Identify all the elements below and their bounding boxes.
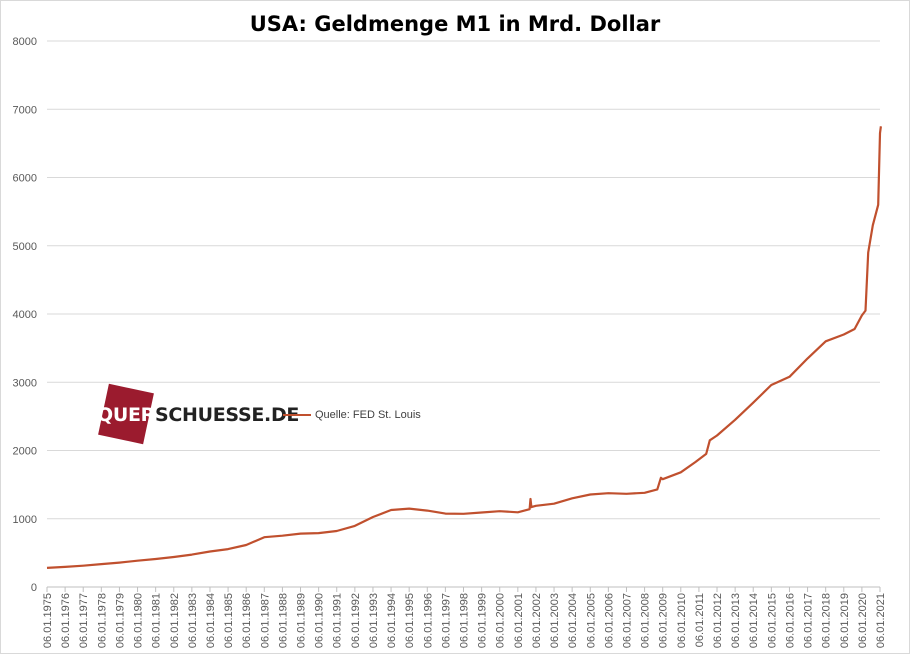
x-tick-label: 06.01.1993 — [368, 593, 380, 648]
x-tick-label: 06.01.2017 — [803, 593, 815, 648]
y-tick-label: 4000 — [13, 309, 37, 321]
x-tick-label: 06.01.1997 — [440, 593, 452, 648]
x-tick-label: 06.01.2016 — [784, 593, 796, 648]
x-tick-label: 06.01.2004 — [567, 593, 579, 648]
x-tick-label: 06.01.2009 — [658, 593, 670, 648]
x-tick-label: 06.01.2003 — [549, 593, 561, 648]
x-tick-label: 06.01.1976 — [60, 593, 72, 648]
x-tick-label: 06.01.1983 — [187, 593, 199, 648]
x-tick-label: 06.01.1985 — [223, 593, 235, 648]
x-tick-label: 06.01.2013 — [730, 593, 742, 648]
x-tick-label: 06.01.2012 — [712, 593, 724, 648]
x-tick-label: 06.01.2015 — [766, 593, 778, 648]
x-tick-label: 06.01.1990 — [314, 593, 326, 648]
y-tick-label: 0 — [31, 582, 37, 594]
y-tick-label: 2000 — [13, 446, 37, 458]
x-tick-label: 06.01.1982 — [169, 593, 181, 648]
x-tick-label: 06.01.1975 — [42, 593, 54, 648]
x-tick-label: 06.01.2000 — [495, 593, 507, 648]
chart-title: USA: Geldmenge M1 in Mrd. Dollar — [249, 12, 661, 36]
x-tick-label: 06.01.2018 — [821, 593, 833, 648]
y-tick-label: 8000 — [13, 36, 37, 48]
x-tick-label: 06.01.1992 — [350, 593, 362, 648]
x-tick-label: 06.01.2014 — [748, 593, 760, 648]
x-tick-label: 06.01.1989 — [296, 593, 308, 648]
x-tick-label: 06.01.2002 — [531, 593, 543, 648]
x-tick-label: 06.01.2001 — [513, 593, 525, 648]
x-tick-label: 06.01.1978 — [96, 593, 108, 648]
y-tick-label: 5000 — [13, 241, 37, 253]
x-tick-label: 06.01.2010 — [676, 593, 688, 648]
x-tick-label: 06.01.2007 — [621, 593, 633, 648]
legend-label: Quelle: FED St. Louis — [315, 409, 421, 421]
legend: Quelle: FED St. Louis — [283, 409, 421, 421]
x-tick-label: 06.01.1979 — [114, 593, 126, 648]
x-tick-label: 06.01.1995 — [404, 593, 416, 648]
x-tick-label: 06.01.1977 — [78, 593, 90, 648]
x-tick-label: 06.01.1998 — [459, 593, 471, 648]
x-tick-label: 06.01.2020 — [857, 593, 869, 648]
y-tick-label: 7000 — [13, 104, 37, 116]
x-tick-label: 06.01.2021 — [875, 593, 887, 648]
x-tick-label: 06.01.1991 — [332, 593, 344, 648]
x-tick-label: 06.01.1999 — [477, 593, 489, 648]
x-tick-label: 06.01.2005 — [585, 593, 597, 648]
y-tick-label: 1000 — [13, 514, 37, 526]
x-tick-label: 06.01.2011 — [694, 593, 706, 647]
y-tick-label: 6000 — [13, 173, 37, 185]
x-tick-label: 06.01.1996 — [422, 593, 434, 648]
x-tick-label: 06.01.1980 — [133, 593, 145, 648]
x-tick-label: 06.01.2008 — [640, 593, 652, 648]
logo-text: QUERSCHUESSE.DE — [97, 404, 300, 426]
x-tick-label: 06.01.1984 — [205, 593, 217, 648]
y-tick-label: 3000 — [13, 377, 37, 389]
x-tick-label: 06.01.1986 — [241, 593, 253, 648]
x-tick-label: 06.01.1988 — [277, 593, 289, 648]
x-tick-label: 06.01.1987 — [259, 593, 271, 648]
x-tick-label: 06.01.1981 — [151, 593, 163, 648]
x-tick-label: 06.01.1994 — [386, 593, 398, 648]
legend-swatch — [283, 414, 311, 416]
x-tick-label: 06.01.2019 — [839, 593, 851, 648]
x-tick-label: 06.01.2006 — [603, 593, 615, 648]
series-line-m1 — [46, 126, 882, 569]
